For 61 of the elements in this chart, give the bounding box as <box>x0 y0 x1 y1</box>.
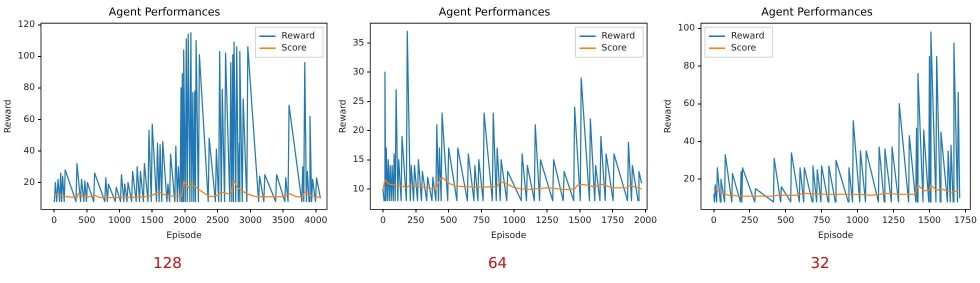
chart-title: Agent Performances <box>108 5 221 18</box>
legend-label: Score <box>281 44 308 54</box>
x-tick-label: 750 <box>813 216 830 226</box>
y-tick-label: 40 <box>684 136 696 147</box>
x-tick-label: 1000 <box>108 216 132 226</box>
legend-label: Score <box>602 44 628 54</box>
y-tick-label: 60 <box>24 114 36 125</box>
text: 64 <box>486 254 508 272</box>
y-tick-label: 20 <box>684 174 696 185</box>
x-tick-label: 2500 <box>206 216 230 226</box>
x-tick-label: 500 <box>440 216 458 226</box>
y-tick-label: 35 <box>352 38 364 48</box>
x-tick-label: 1500 <box>140 216 164 226</box>
x-tick-label: 0 <box>51 216 58 226</box>
y-tick-label: 30 <box>352 68 365 78</box>
chart-title: Agent Performances <box>761 5 874 18</box>
y-axis-title: Reward <box>4 100 14 134</box>
x-axis-title: Episode <box>490 230 527 241</box>
y-tick-label: 25 <box>352 96 364 107</box>
y-tick-label: 80 <box>24 83 36 94</box>
text: 128 <box>152 254 183 272</box>
x-tick-label: 2000 <box>634 216 658 226</box>
x-tick-label: 1750 <box>601 216 624 226</box>
x-tick-label: 250 <box>741 216 759 226</box>
x-tick-label: 1000 <box>846 216 870 226</box>
y-tick-label: 100 <box>678 24 696 34</box>
y-tick-label: 120 <box>18 20 36 30</box>
x-tick-label: 1500 <box>568 216 592 226</box>
y-tick-label: 20 <box>24 178 36 188</box>
x-tick-label: 1250 <box>882 216 906 226</box>
legend-label: Reward <box>730 32 765 42</box>
y-axis-title: Reward <box>338 100 349 134</box>
x-tick-label: 1500 <box>918 216 942 226</box>
chart-title: Agent Performances <box>438 5 551 18</box>
legend-label: Score <box>730 44 757 54</box>
x-axis-title: Episode <box>818 230 854 241</box>
legend-label: Reward <box>602 32 636 42</box>
x-tick-label: 0 <box>380 216 386 226</box>
x-tick-label: 0 <box>710 216 717 226</box>
x-tick-label: 3500 <box>272 216 295 226</box>
y-tick-label: 100 <box>18 52 36 62</box>
y-tick-label: 10 <box>352 184 365 194</box>
x-tick-label: 500 <box>78 216 96 226</box>
y-tick-label: 60 <box>684 99 696 110</box>
text: 32 <box>809 254 831 272</box>
x-tick-label: 750 <box>472 216 490 226</box>
y-axis-title: Reward <box>664 100 674 134</box>
legend-label: Reward <box>281 32 316 42</box>
x-tick-label: 1250 <box>536 216 559 226</box>
y-tick-label: 80 <box>684 61 696 72</box>
y-tick-label: 15 <box>352 155 364 166</box>
x-tick-label: 2000 <box>174 216 197 226</box>
x-tick-label: 500 <box>777 216 795 226</box>
x-tick-label: 1000 <box>502 216 526 226</box>
x-tick-label: 1750 <box>954 216 978 226</box>
x-tick-label: 4000 <box>304 216 328 226</box>
x-tick-label: 250 <box>407 216 425 226</box>
x-tick-label: 3000 <box>238 216 262 226</box>
x-axis-title: Episode <box>166 230 202 241</box>
y-tick-label: 40 <box>24 146 36 156</box>
y-tick-label: 20 <box>352 126 365 136</box>
